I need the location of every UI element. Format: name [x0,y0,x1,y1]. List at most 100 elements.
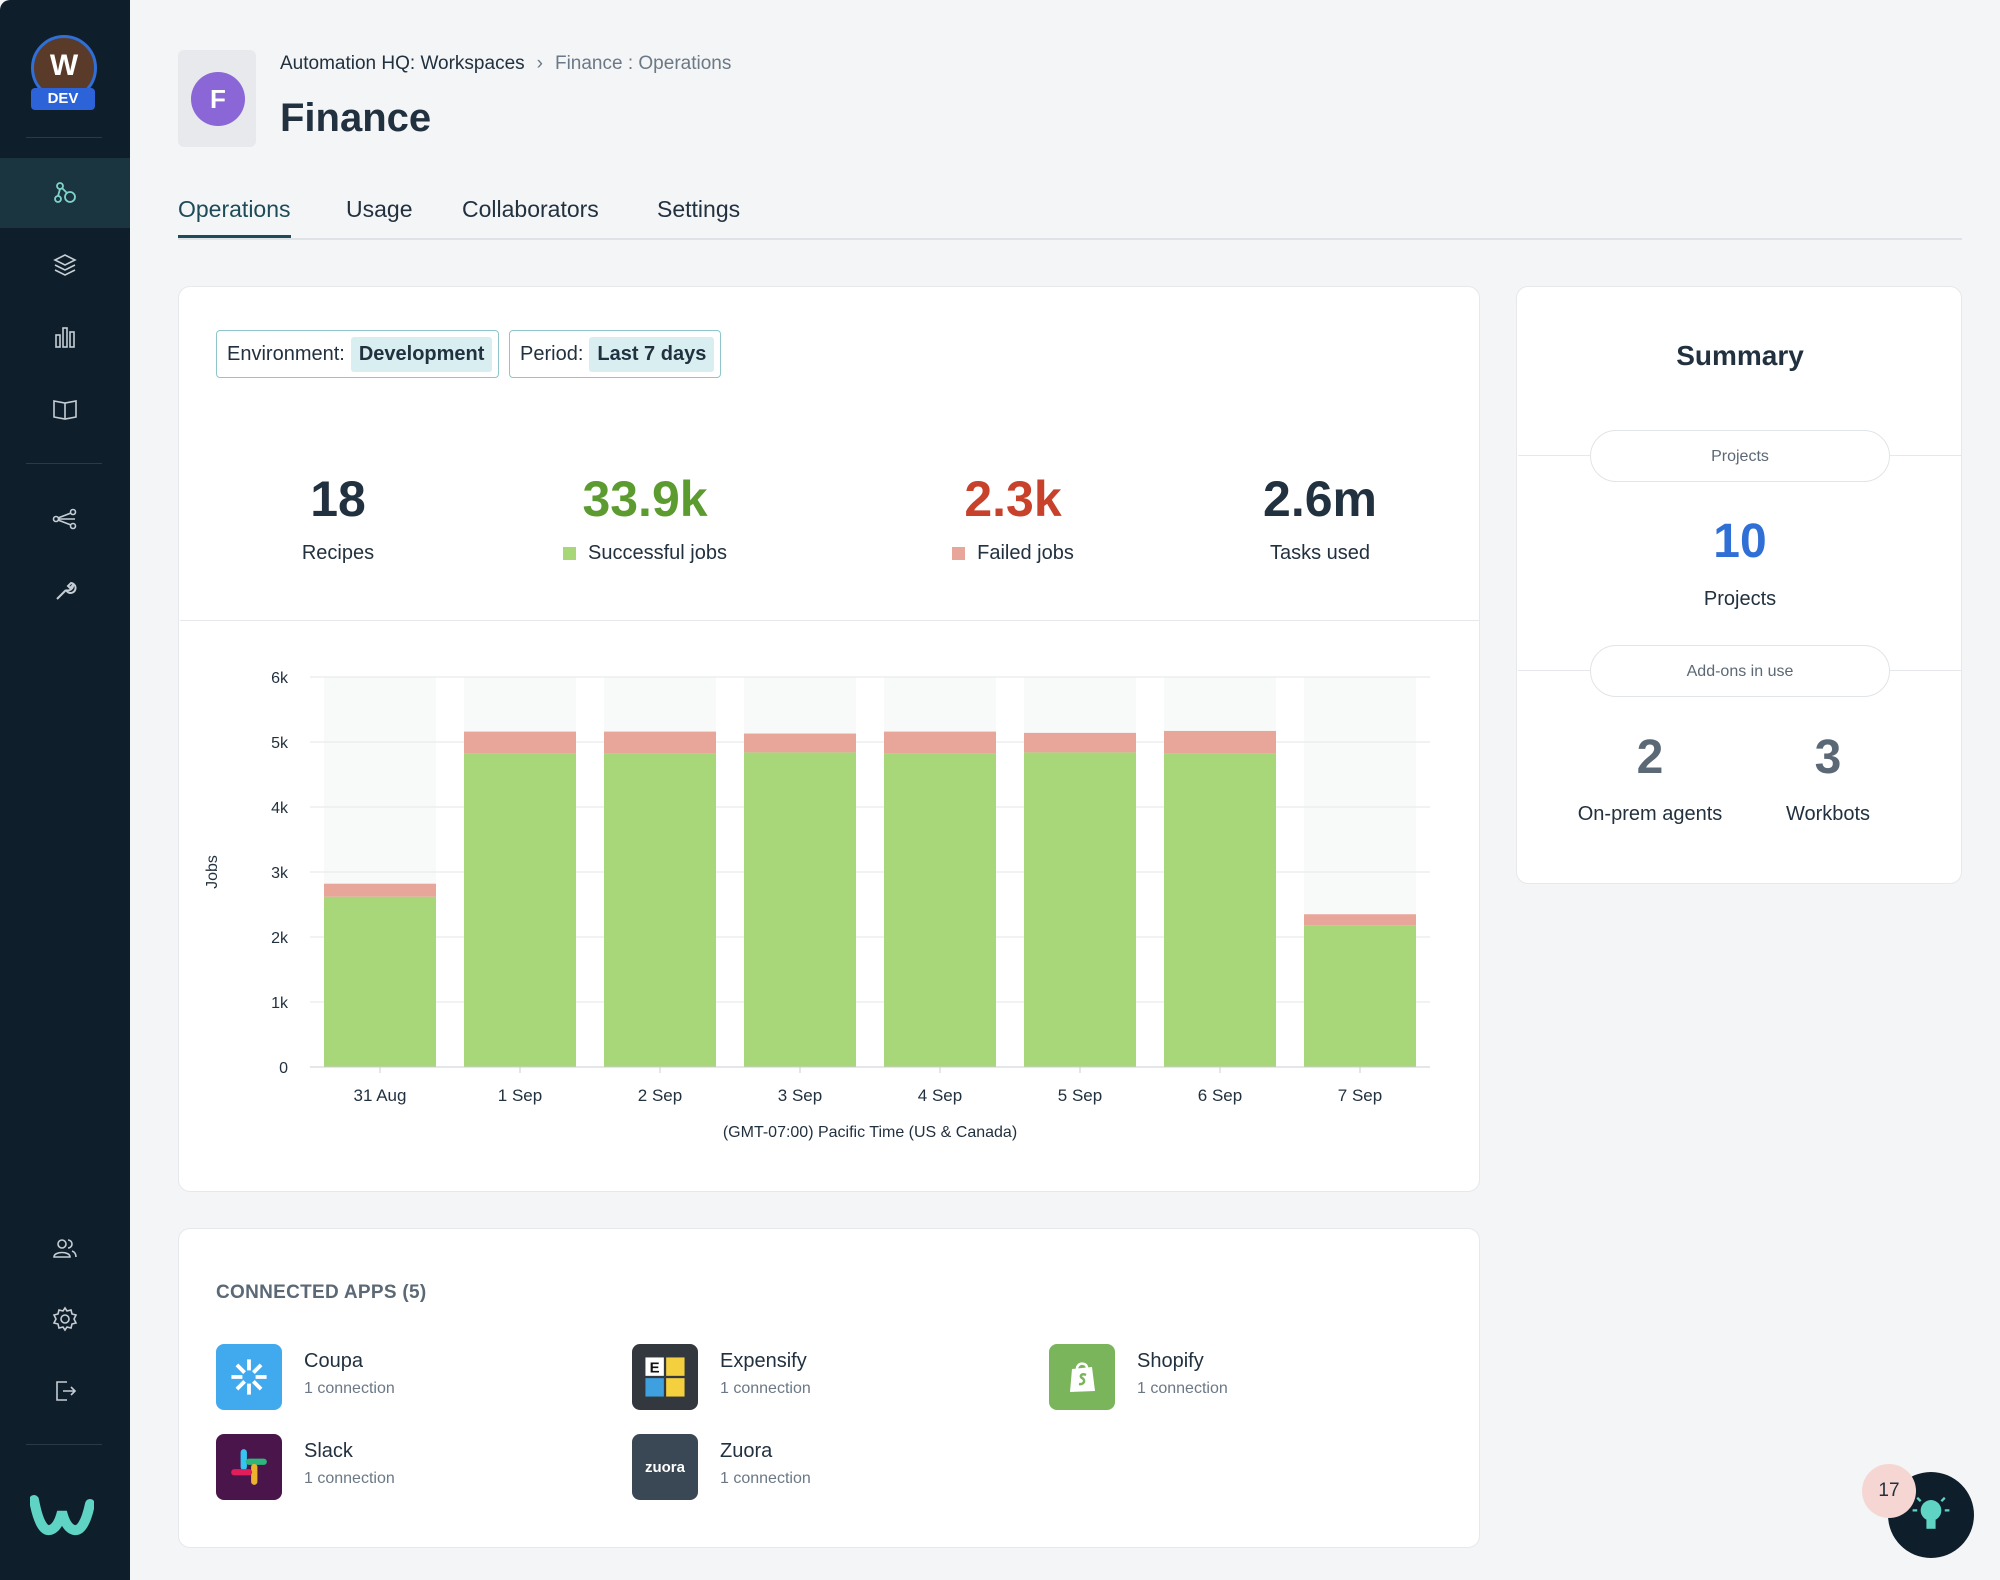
sidebar-item-connections[interactable] [0,484,130,554]
bar-failed-jobs [324,883,436,897]
x-tick-label: 5 Sep [1058,1086,1102,1105]
shopify-logo-icon [1049,1344,1115,1410]
environment-badge: DEV [31,88,95,110]
y-tick-label: 6k [271,670,289,687]
app-slack[interactable]: Slack 1 connection [216,1434,596,1502]
sidebar-item-projects[interactable] [0,230,130,300]
app-connection-count: 1 connection [720,1380,811,1397]
app-name: Coupa [304,1350,363,1372]
kpi-recipes-label: Recipes [301,542,375,564]
addons-pill: Add-ons in use [1590,645,1890,697]
projects-count: 10 [1713,515,1767,568]
workspace-avatar-letter: W [49,49,79,82]
bar-successful-jobs [324,896,436,1067]
kpi-recipes: 18 Recipes [188,470,488,565]
tab-operations[interactable]: Operations [178,196,291,238]
kpi-tasks-used-label: Tasks used [1269,542,1371,564]
users-icon [53,1239,77,1258]
zuora-logo-text: zuora [644,1458,685,1476]
app-coupa[interactable]: Coupa 1 connection [216,1344,596,1412]
sidebar-item-docs[interactable] [0,374,130,444]
y-tick-label: 4k [271,800,289,817]
app-zuora[interactable]: zuora Zuora 1 connection [632,1434,1012,1502]
app-connection-count: 1 connection [304,1380,395,1397]
period-filter[interactable]: Period: Last 7 days [509,330,722,378]
layers-icon [53,254,77,276]
workato-logo-icon[interactable] [30,1492,94,1538]
sidebar-divider [26,463,102,464]
environment-filter-label: Environment: [227,342,345,365]
sidebar-item-tools[interactable] [0,556,130,626]
wrench-icon [56,581,77,600]
connected-apps-card [178,1228,1480,1548]
app-name: Slack [304,1440,353,1462]
bar-failed-jobs [604,731,716,754]
share-network-icon [52,508,77,530]
card-divider [180,620,1480,621]
breadcrumb-root-link[interactable]: Automation HQ: Workspaces [280,53,525,74]
jobs-bar-chart: 0 1k 2k 3k 4k 5k 6k 31 Aug 1 Sep 2 Sep 3 Sep 4 Sep 5… [204,670,1430,1141]
workbots-count: 3 [1814,731,1842,784]
sidebar: W DEV [0,0,130,1580]
app-name: Shopify [1137,1350,1204,1372]
connected-apps-title: CONNECTED APPS (5) [216,1282,427,1303]
summary-card [1516,286,1962,884]
x-tick-label: 2 Sep [638,1086,682,1105]
app-name: Expensify [720,1350,807,1372]
y-tick-label: 2k [271,930,289,947]
x-tick-label: 3 Sep [778,1086,822,1105]
x-axis-label: (GMT-07:00) Pacific Time (US & Canada) [723,1124,1017,1141]
breadcrumb-current: Finance : Operations [554,53,732,74]
projects-label: Projects [1703,588,1777,610]
sidebar-item-settings[interactable] [0,1284,130,1354]
y-tick-label: 5k [271,735,289,752]
tab-collaborators[interactable]: Collaborators [462,196,599,222]
x-tick-label: 6 Sep [1198,1086,1242,1105]
chevron-right-icon: › [536,53,543,74]
app-shopify[interactable]: Shopify 1 connection [1049,1344,1429,1412]
projects-pill: Projects [1590,430,1890,482]
period-filter-value: Last 7 days [589,336,715,372]
bar-successful-jobs [464,753,576,1067]
kpi-failed-jobs-value: 2.3k [964,471,1062,527]
app-connection-count: 1 connection [1137,1380,1228,1397]
lightbulb-icon [1912,1496,1950,1529]
bar-failed-jobs [884,731,996,754]
success-legend-marker [563,547,577,560]
sidebar-divider [26,137,102,138]
bar-failed-jobs [464,731,576,754]
sidebar-divider [26,1444,102,1445]
summary-title: Summary [1676,340,1804,371]
kpi-tasks-used: 2.6m Tasks used [1170,470,1470,565]
sidebar-item-dashboard[interactable] [0,302,130,372]
environment-filter[interactable]: Environment: Development [216,330,500,378]
tab-usage[interactable]: Usage [346,196,413,222]
y-axis-label: Jobs [204,855,221,889]
kpi-tasks-used-value: 2.6m [1263,471,1377,527]
x-tick-label: 7 Sep [1338,1086,1382,1105]
kpi-successful-jobs: 33.9k Successful jobs [495,470,795,565]
workspace-tile-avatar: F [191,72,245,126]
y-tick-label: 3k [271,865,289,882]
sidebar-item-logout[interactable] [0,1356,130,1426]
bar-failed-jobs [744,733,856,753]
x-tick-label: 1 Sep [498,1086,542,1105]
coupa-logo-icon [216,1344,282,1410]
bar-successful-jobs [744,752,856,1067]
bar-successful-jobs [1024,752,1136,1067]
app-name: Zuora [720,1440,773,1462]
failed-legend-marker [952,547,966,560]
kpi-recipes-value: 18 [310,471,366,527]
period-filter-label: Period: [520,342,584,365]
logout-icon [56,1381,77,1401]
bar-successful-jobs [604,753,716,1067]
sidebar-item-users[interactable] [0,1213,130,1283]
sidebar-item-automation-hq[interactable] [0,158,130,228]
workspace-tile: F [178,50,256,147]
tab-settings[interactable]: Settings [657,196,741,222]
app-expensify[interactable]: E Expensify 1 connection [632,1344,1012,1412]
bar-chart-icon [55,327,75,348]
notification-count-badge[interactable]: 17 [1862,1464,1916,1518]
book-icon [53,400,77,420]
x-tick-label: 31 Aug [354,1086,407,1105]
